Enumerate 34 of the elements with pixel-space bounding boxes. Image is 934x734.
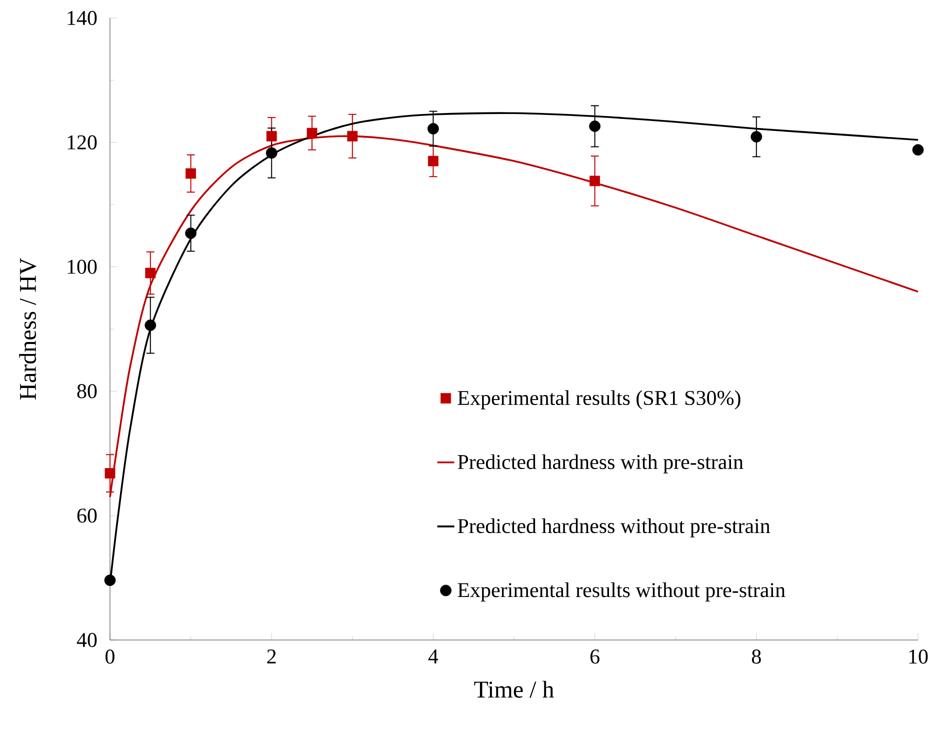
legend-label: Experimental results without pre-strain	[458, 582, 786, 602]
point	[589, 120, 601, 132]
point	[104, 574, 116, 586]
x-tick-label: 2	[267, 650, 276, 664]
point	[590, 176, 600, 186]
point	[266, 147, 278, 159]
point	[104, 468, 116, 479]
x-tick-label: 8	[752, 650, 761, 664]
point	[185, 228, 196, 239]
point	[428, 123, 439, 134]
legend-label: Predicted hardness with pre-strain	[458, 454, 744, 474]
point	[266, 130, 277, 142]
legend-label: Experimental results (SR1 S30%)	[458, 390, 740, 410]
point	[306, 128, 318, 138]
x-tick-label: 6	[590, 650, 600, 664]
point	[144, 320, 156, 331]
y-tick-label: 120	[68, 135, 97, 150]
y-tick-label: 60	[77, 508, 97, 523]
point	[428, 156, 438, 166]
point	[750, 131, 762, 142]
y-tick-label: 140	[68, 10, 97, 26]
point	[145, 268, 156, 278]
x-tick-label: 0	[106, 650, 114, 664]
x-tick-label: 4	[428, 650, 438, 664]
y-tick-label: 100	[68, 260, 97, 274]
x-tick-label: 10	[909, 650, 928, 664]
y-axis-title: Hardness / HV	[19, 258, 36, 400]
y-tick-label: 40	[76, 632, 97, 648]
point	[912, 144, 924, 156]
y-tick-label: 80	[77, 384, 97, 398]
point	[186, 168, 196, 179]
x-axis-title: Time / h	[474, 680, 554, 698]
legend-label: Predicted hardness without pre-strain	[458, 518, 770, 538]
point	[347, 130, 358, 142]
